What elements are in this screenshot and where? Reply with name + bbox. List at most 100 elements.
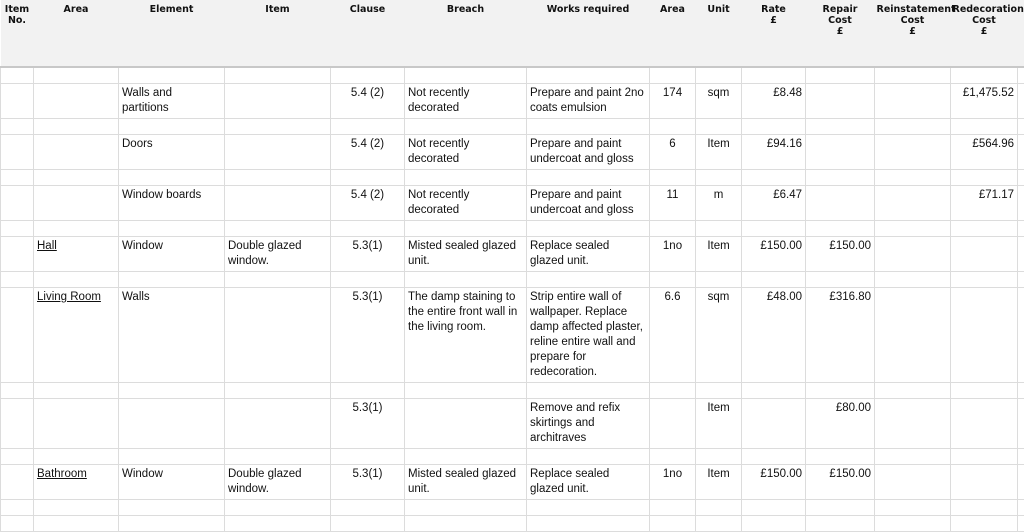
cell-area-qty[interactable]: 174 bbox=[650, 84, 696, 119]
column-header-area[interactable]: Area bbox=[34, 0, 119, 67]
cell-area-qty[interactable]: 1no bbox=[650, 465, 696, 500]
cell-clause[interactable]: 5.3(1) bbox=[331, 399, 405, 449]
cell-area[interactable] bbox=[34, 399, 119, 449]
empty-cell[interactable] bbox=[806, 170, 875, 186]
empty-cell[interactable] bbox=[1, 288, 34, 383]
empty-cell[interactable] bbox=[34, 516, 119, 532]
empty-cell[interactable] bbox=[650, 500, 696, 516]
empty-cell[interactable] bbox=[34, 383, 119, 399]
column-header-works-required[interactable]: Works required bbox=[527, 0, 650, 67]
empty-cell[interactable] bbox=[742, 516, 806, 532]
empty-cell[interactable] bbox=[119, 67, 225, 84]
cell-clause[interactable]: 5.4 (2) bbox=[331, 84, 405, 119]
empty-cell[interactable] bbox=[405, 449, 527, 465]
empty-cell[interactable] bbox=[405, 516, 527, 532]
column-header-redecoration-cost[interactable]: Redecoration Cost £ bbox=[951, 0, 1018, 67]
cell-breach[interactable] bbox=[405, 399, 527, 449]
cell-rate[interactable]: £94.16 bbox=[742, 135, 806, 170]
empty-cell[interactable] bbox=[806, 449, 875, 465]
column-header-item-no[interactable]: Item No. bbox=[1, 0, 34, 67]
cell-breach[interactable]: Misted sealed glazed unit. bbox=[405, 237, 527, 272]
empty-cell[interactable] bbox=[875, 383, 951, 399]
cell-reinstatement-cost[interactable] bbox=[875, 399, 951, 449]
empty-cell[interactable] bbox=[1, 399, 34, 449]
empty-cell[interactable] bbox=[119, 516, 225, 532]
cell-rate[interactable]: £6.47 bbox=[742, 186, 806, 221]
empty-cell[interactable] bbox=[225, 170, 331, 186]
cell-area-qty[interactable] bbox=[650, 399, 696, 449]
empty-cell[interactable] bbox=[1018, 516, 1024, 532]
empty-cell[interactable] bbox=[405, 119, 527, 135]
empty-cell[interactable] bbox=[742, 221, 806, 237]
empty-cell[interactable] bbox=[119, 119, 225, 135]
empty-cell[interactable] bbox=[650, 272, 696, 288]
cell-area[interactable] bbox=[34, 186, 119, 221]
empty-cell[interactable] bbox=[405, 170, 527, 186]
empty-cell[interactable] bbox=[696, 449, 742, 465]
empty-cell[interactable] bbox=[331, 449, 405, 465]
empty-cell[interactable] bbox=[527, 516, 650, 532]
cell-element[interactable]: Window boards bbox=[119, 186, 225, 221]
area-link[interactable]: Bathroom bbox=[37, 468, 87, 480]
cell-redecoration-cost[interactable] bbox=[951, 399, 1018, 449]
cell-works-required[interactable]: Prepare and paint undercoat and gloss bbox=[527, 135, 650, 170]
empty-cell[interactable] bbox=[875, 500, 951, 516]
empty-cell[interactable] bbox=[806, 500, 875, 516]
cell-item[interactable] bbox=[225, 84, 331, 119]
empty-cell[interactable] bbox=[1, 67, 34, 84]
column-header-element[interactable]: Element bbox=[119, 0, 225, 67]
cell-item[interactable] bbox=[225, 186, 331, 221]
empty-cell[interactable] bbox=[696, 272, 742, 288]
cell-reinstatement-cost[interactable] bbox=[875, 288, 951, 383]
empty-cell[interactable] bbox=[951, 119, 1018, 135]
empty-cell[interactable] bbox=[1018, 399, 1024, 449]
empty-cell[interactable] bbox=[1018, 449, 1024, 465]
empty-cell[interactable] bbox=[225, 272, 331, 288]
empty-cell[interactable] bbox=[951, 383, 1018, 399]
empty-cell[interactable] bbox=[405, 272, 527, 288]
empty-cell[interactable] bbox=[742, 67, 806, 84]
cell-repair-cost[interactable] bbox=[806, 84, 875, 119]
cell-redecoration-cost[interactable] bbox=[951, 237, 1018, 272]
empty-cell[interactable] bbox=[331, 67, 405, 84]
empty-cell[interactable] bbox=[527, 383, 650, 399]
cell-area-qty[interactable]: 6.6 bbox=[650, 288, 696, 383]
empty-cell[interactable] bbox=[1018, 272, 1024, 288]
empty-cell[interactable] bbox=[696, 500, 742, 516]
empty-cell[interactable] bbox=[650, 170, 696, 186]
empty-cell[interactable] bbox=[696, 383, 742, 399]
cell-redecoration-cost[interactable] bbox=[951, 288, 1018, 383]
empty-cell[interactable] bbox=[527, 67, 650, 84]
empty-cell[interactable] bbox=[951, 272, 1018, 288]
empty-cell[interactable] bbox=[1018, 500, 1024, 516]
cell-item[interactable]: Double glazed window. bbox=[225, 237, 331, 272]
empty-cell[interactable] bbox=[1018, 383, 1024, 399]
cell-element[interactable]: Doors bbox=[119, 135, 225, 170]
empty-cell[interactable] bbox=[225, 67, 331, 84]
empty-cell[interactable] bbox=[951, 500, 1018, 516]
empty-cell[interactable] bbox=[34, 221, 119, 237]
column-header-reinstatement-cost[interactable]: Reinstatement Cost £ bbox=[875, 0, 951, 67]
empty-cell[interactable] bbox=[225, 449, 331, 465]
empty-cell[interactable] bbox=[650, 516, 696, 532]
empty-cell[interactable] bbox=[951, 67, 1018, 84]
cell-area-qty[interactable]: 11 bbox=[650, 186, 696, 221]
empty-cell[interactable] bbox=[405, 67, 527, 84]
empty-cell[interactable] bbox=[951, 449, 1018, 465]
empty-cell[interactable] bbox=[1, 84, 34, 119]
empty-cell[interactable] bbox=[650, 67, 696, 84]
cell-area[interactable]: Living Room bbox=[34, 288, 119, 383]
cell-breach[interactable]: Not recently decorated bbox=[405, 186, 527, 221]
cell-clause[interactable]: 5.4 (2) bbox=[331, 186, 405, 221]
empty-cell[interactable] bbox=[806, 516, 875, 532]
empty-cell[interactable] bbox=[951, 516, 1018, 532]
empty-cell[interactable] bbox=[527, 221, 650, 237]
cell-area[interactable]: Bathroom bbox=[34, 465, 119, 500]
empty-cell[interactable] bbox=[875, 449, 951, 465]
empty-cell[interactable] bbox=[1, 500, 34, 516]
cell-repair-cost[interactable]: £316.80 bbox=[806, 288, 875, 383]
empty-cell[interactable] bbox=[527, 272, 650, 288]
empty-cell[interactable] bbox=[225, 119, 331, 135]
empty-cell[interactable] bbox=[742, 119, 806, 135]
cell-rate[interactable] bbox=[742, 399, 806, 449]
